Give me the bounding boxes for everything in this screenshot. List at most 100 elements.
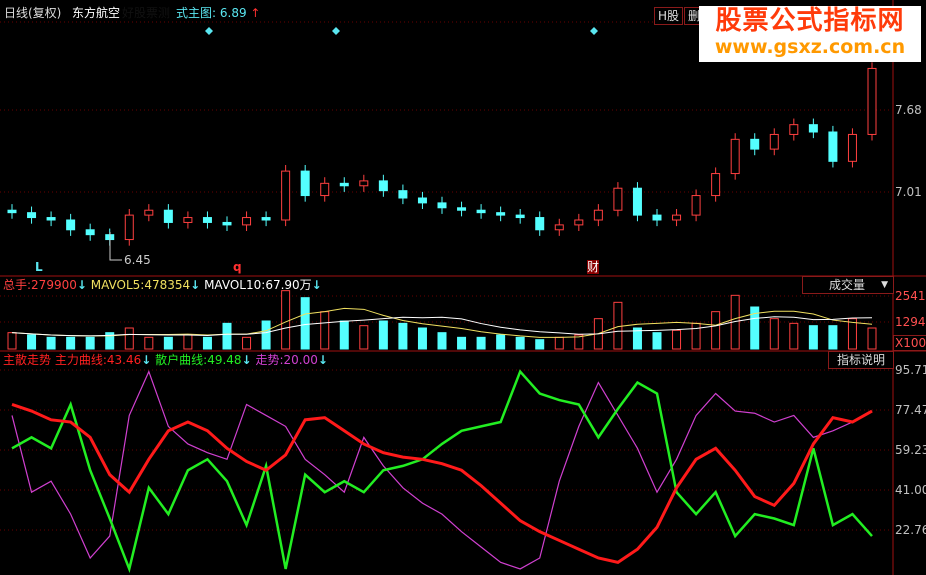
volume-bar [261, 320, 271, 350]
candle-up [691, 195, 701, 216]
candle-up [242, 217, 252, 226]
candle-down [515, 214, 525, 219]
volume-bar [808, 325, 818, 350]
volume-bar [769, 318, 779, 350]
volume-bar [672, 329, 682, 350]
mavol5-label: MAVOL5: [90, 278, 145, 292]
candle-up [574, 219, 584, 226]
dropdown-arrow-icon: ▼ [881, 280, 888, 290]
volume-bar [242, 336, 252, 350]
candle-down [417, 197, 427, 204]
event-diamond-icon [590, 27, 598, 35]
candle-down [202, 217, 212, 223]
volume-bar [183, 334, 193, 350]
osc-legend: 主散走势 主力曲线:43.46↓ 散户曲线:49.48↓ 走势:20.00↓ [3, 353, 328, 367]
total-volume-label: 总手: [3, 278, 32, 292]
volume-bar [7, 332, 17, 350]
watermark-logo: 股票公式指标网 www.gsxz.com.cn [699, 6, 921, 62]
volume-bar [300, 297, 310, 350]
candle-up [593, 209, 603, 221]
volume-bar [496, 334, 506, 350]
main-curve-value: 43.46 [106, 353, 142, 367]
low-price-label: 6.45 [124, 253, 151, 267]
retail-curve-line [11, 369, 873, 574]
retail-curve-value: 49.48 [207, 353, 242, 367]
volume-legend: 总手:279900↓ MAVOL5:478354↓ MAVOL10:67.90万… [3, 278, 322, 292]
volume-bar [515, 336, 525, 350]
main-formula-label: 式主图: [176, 6, 217, 20]
volume-bar [554, 336, 564, 350]
down-arrow-icon: ↓ [311, 278, 322, 292]
down-arrow-icon: ↓ [76, 278, 87, 292]
low-pointer-line [109, 232, 122, 261]
indicator-selector-value: 成交量 [829, 278, 866, 292]
main-curve-label: 主力曲线: [54, 353, 107, 367]
volume-bar [867, 327, 877, 350]
candle-down [85, 229, 95, 236]
indicator-selector[interactable]: 成交量 ▼ [802, 276, 894, 294]
candle-up [124, 214, 134, 241]
candle-up [554, 224, 564, 231]
total-volume-value: 279900 [31, 278, 77, 292]
volume-bar [320, 311, 330, 350]
volume-bar [457, 336, 467, 350]
retail-curve-label: 散户曲线: [155, 353, 208, 367]
candle-up [730, 138, 740, 175]
volume-bar [27, 334, 37, 350]
volume-bar [632, 327, 642, 350]
trend-line [11, 369, 873, 570]
volume-bar [124, 327, 134, 350]
candle-down [750, 138, 760, 150]
candle-down [828, 131, 838, 162]
candle-up [281, 170, 291, 221]
osc-tick: 95.71 [895, 363, 926, 377]
volume-bar [613, 301, 623, 350]
candle-down [398, 190, 408, 199]
volume-bar [202, 336, 212, 350]
volume-bar [711, 311, 721, 350]
candle-down [46, 217, 56, 221]
price-tick: 7.68 [895, 103, 922, 117]
watermark-url: www.gsxz.com.cn [714, 36, 906, 58]
candle-down [496, 212, 506, 216]
h-share-button[interactable]: H股 [654, 7, 684, 25]
volume-bar [378, 320, 388, 350]
volume-bar [163, 336, 173, 350]
marker-finance[interactable]: 财 [587, 260, 600, 274]
volume-bar [85, 336, 95, 350]
candle-up [847, 133, 857, 162]
candle-up [711, 173, 721, 197]
volume-bar [535, 339, 545, 350]
candle-up [320, 182, 330, 197]
volume-bar [281, 290, 291, 350]
candle-down [476, 209, 486, 214]
volume-bar [105, 332, 115, 350]
down-arrow-icon: ↓ [241, 353, 252, 367]
main-curve-line [11, 403, 873, 564]
down-arrow-icon: ↓ [141, 353, 152, 367]
down-arrow-icon: ↓ [317, 353, 328, 367]
volume-bar [476, 336, 486, 350]
candle-down [222, 221, 232, 226]
down-arrow-icon: ↓ [190, 278, 201, 292]
candle-down [437, 202, 447, 209]
candle-down [66, 219, 76, 231]
candle-down [339, 182, 349, 187]
stock-name: 东方航空 [72, 6, 121, 20]
candle-down [378, 180, 388, 192]
candle-up [183, 217, 193, 223]
period-label: 日线(复权) [4, 6, 62, 20]
volume-bar [574, 334, 584, 350]
hidden-formula-name: 好股票测 [122, 6, 171, 20]
volume-bar [222, 322, 232, 350]
candle-down [7, 209, 17, 214]
candle-down [163, 209, 173, 223]
volume-bar [66, 336, 76, 350]
volume-bar [652, 332, 662, 350]
indicator-help-button[interactable]: 指标说明 [828, 351, 894, 369]
volume-bar [359, 325, 369, 350]
osc-tick: 22.76 [895, 523, 926, 537]
main-formula-number: 6.89 [219, 6, 247, 20]
volume-bar [789, 322, 799, 350]
